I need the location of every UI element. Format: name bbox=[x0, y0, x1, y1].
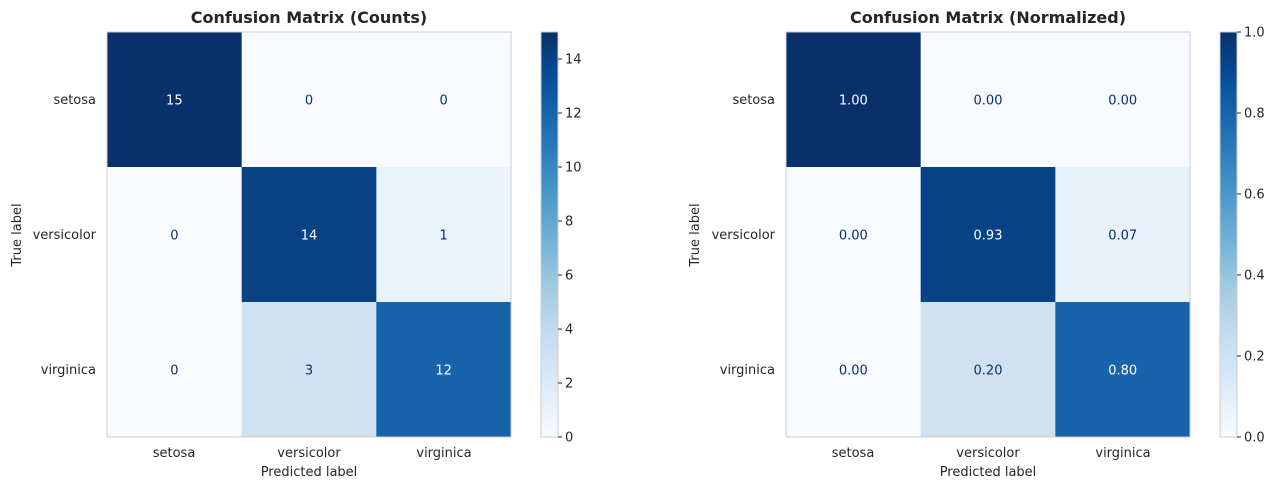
heatmap-cell bbox=[241, 167, 377, 303]
heatmap-cell bbox=[107, 302, 243, 438]
cell-value-label: 0 bbox=[305, 94, 313, 109]
heatmap-cell bbox=[786, 167, 922, 303]
cell-value-label: 3 bbox=[305, 364, 313, 379]
colorbar-tick-label: 0.6 bbox=[1244, 188, 1265, 203]
y-axis-label: True label bbox=[688, 203, 703, 267]
cell-value-label: 1 bbox=[440, 229, 448, 244]
y-tick-label: setosa bbox=[53, 93, 96, 108]
y-axis-label: True label bbox=[10, 203, 25, 267]
heatmap-cell bbox=[376, 302, 512, 438]
plot-frame bbox=[106, 31, 512, 438]
cell-value-label: 0.00 bbox=[839, 229, 868, 244]
heatmap-cell bbox=[1055, 167, 1191, 303]
chart-title: Confusion Matrix (Normalized) bbox=[850, 8, 1126, 27]
heatmap-cell bbox=[1055, 302, 1191, 438]
y-tick-label: virginica bbox=[41, 363, 96, 378]
heatmap-cell bbox=[920, 167, 1056, 303]
colorbar-tick-label: 14 bbox=[565, 53, 582, 68]
colorbar-ticks: 0.0 0.2 0.4 0.6 0.8 1.0 bbox=[1237, 26, 1265, 446]
colorbar-tick-label: 6 bbox=[565, 269, 573, 284]
x-tick-label: setosa bbox=[153, 446, 196, 461]
cell-value-label: 0 bbox=[170, 229, 178, 244]
colorbar-tick-label: 12 bbox=[565, 107, 582, 122]
heatmap-cell bbox=[376, 167, 512, 303]
heatmap-cell bbox=[376, 32, 512, 168]
cell-value-label: 0.80 bbox=[1108, 364, 1137, 379]
heatmap-cells: 15 0 0 0 14 1 0 3 12 bbox=[107, 32, 512, 438]
heatmap-cell bbox=[786, 302, 922, 438]
x-tick-label: setosa bbox=[832, 446, 875, 461]
heatmap-cell bbox=[1055, 32, 1191, 168]
colorbar-tick-label: 0 bbox=[565, 431, 573, 446]
colorbar bbox=[540, 31, 559, 438]
heatmap-cell bbox=[107, 32, 243, 168]
cell-value-label: 0.07 bbox=[1108, 229, 1137, 244]
cell-value-label: 0.00 bbox=[974, 94, 1003, 109]
x-tick-label: versicolor bbox=[277, 446, 341, 461]
heatmap-cell bbox=[241, 32, 377, 168]
heatmap-cells: 1.00 0.00 0.00 0.00 0.93 0.07 0.00 0.20 0.80 bbox=[786, 32, 1191, 438]
heatmap-cell bbox=[107, 167, 243, 303]
y-tick-label: versicolor bbox=[33, 228, 97, 243]
colorbar-tick-label: 1.0 bbox=[1244, 26, 1265, 41]
heatmap-cell bbox=[786, 32, 922, 168]
colorbar-tick-label: 2 bbox=[565, 377, 573, 392]
colorbar-tick-label: 4 bbox=[565, 323, 573, 338]
chart-normalized: Confusion Matrix (Normalized) 1.00 0.00 0.… bbox=[688, 8, 1265, 480]
heatmap-cell bbox=[241, 302, 377, 438]
chart-counts: Confusion Matrix (Counts) 15 0 00 14 10 3 12 s… bbox=[10, 8, 582, 480]
heatmap-cell bbox=[920, 302, 1056, 438]
colorbar bbox=[1219, 31, 1238, 438]
x-tick-label: virginica bbox=[1095, 446, 1150, 461]
colorbar-tick-label: 0.2 bbox=[1244, 350, 1265, 365]
x-axis-label: Predicted label bbox=[940, 465, 1037, 480]
cell-value-label: 0.00 bbox=[1108, 94, 1137, 109]
y-tick-label: versicolor bbox=[712, 228, 776, 243]
y-tick-label: virginica bbox=[720, 363, 775, 378]
cell-value-label: 1.00 bbox=[839, 94, 868, 109]
cell-value-label: 0.20 bbox=[974, 364, 1003, 379]
y-tick-label: setosa bbox=[732, 93, 775, 108]
colorbar-ticks: 0 2 4 6 8 10 12 14 bbox=[558, 53, 582, 446]
x-tick-label: virginica bbox=[416, 446, 471, 461]
cell-value-label: 0 bbox=[440, 94, 448, 109]
cell-value-label: 15 bbox=[166, 94, 183, 109]
cell-value-label: 0.93 bbox=[974, 229, 1003, 244]
colorbar-tick-label: 0.0 bbox=[1244, 431, 1265, 446]
plot-frame bbox=[785, 31, 1191, 438]
x-axis-label: Predicted label bbox=[261, 465, 358, 480]
cell-value-label: 0 bbox=[170, 364, 178, 379]
colorbar-tick-label: 8 bbox=[565, 215, 573, 230]
colorbar-tick-label: 0.4 bbox=[1244, 269, 1265, 284]
x-tick-label: versicolor bbox=[956, 446, 1020, 461]
chart-title: Confusion Matrix (Counts) bbox=[191, 8, 427, 27]
cell-value-label: 14 bbox=[301, 229, 318, 244]
colorbar-tick-label: 0.8 bbox=[1244, 107, 1265, 122]
heatmap-cell bbox=[920, 32, 1056, 168]
cell-value-label: 12 bbox=[435, 364, 452, 379]
colorbar-tick-label: 10 bbox=[565, 161, 582, 176]
cell-value-label: 0.00 bbox=[839, 364, 868, 379]
